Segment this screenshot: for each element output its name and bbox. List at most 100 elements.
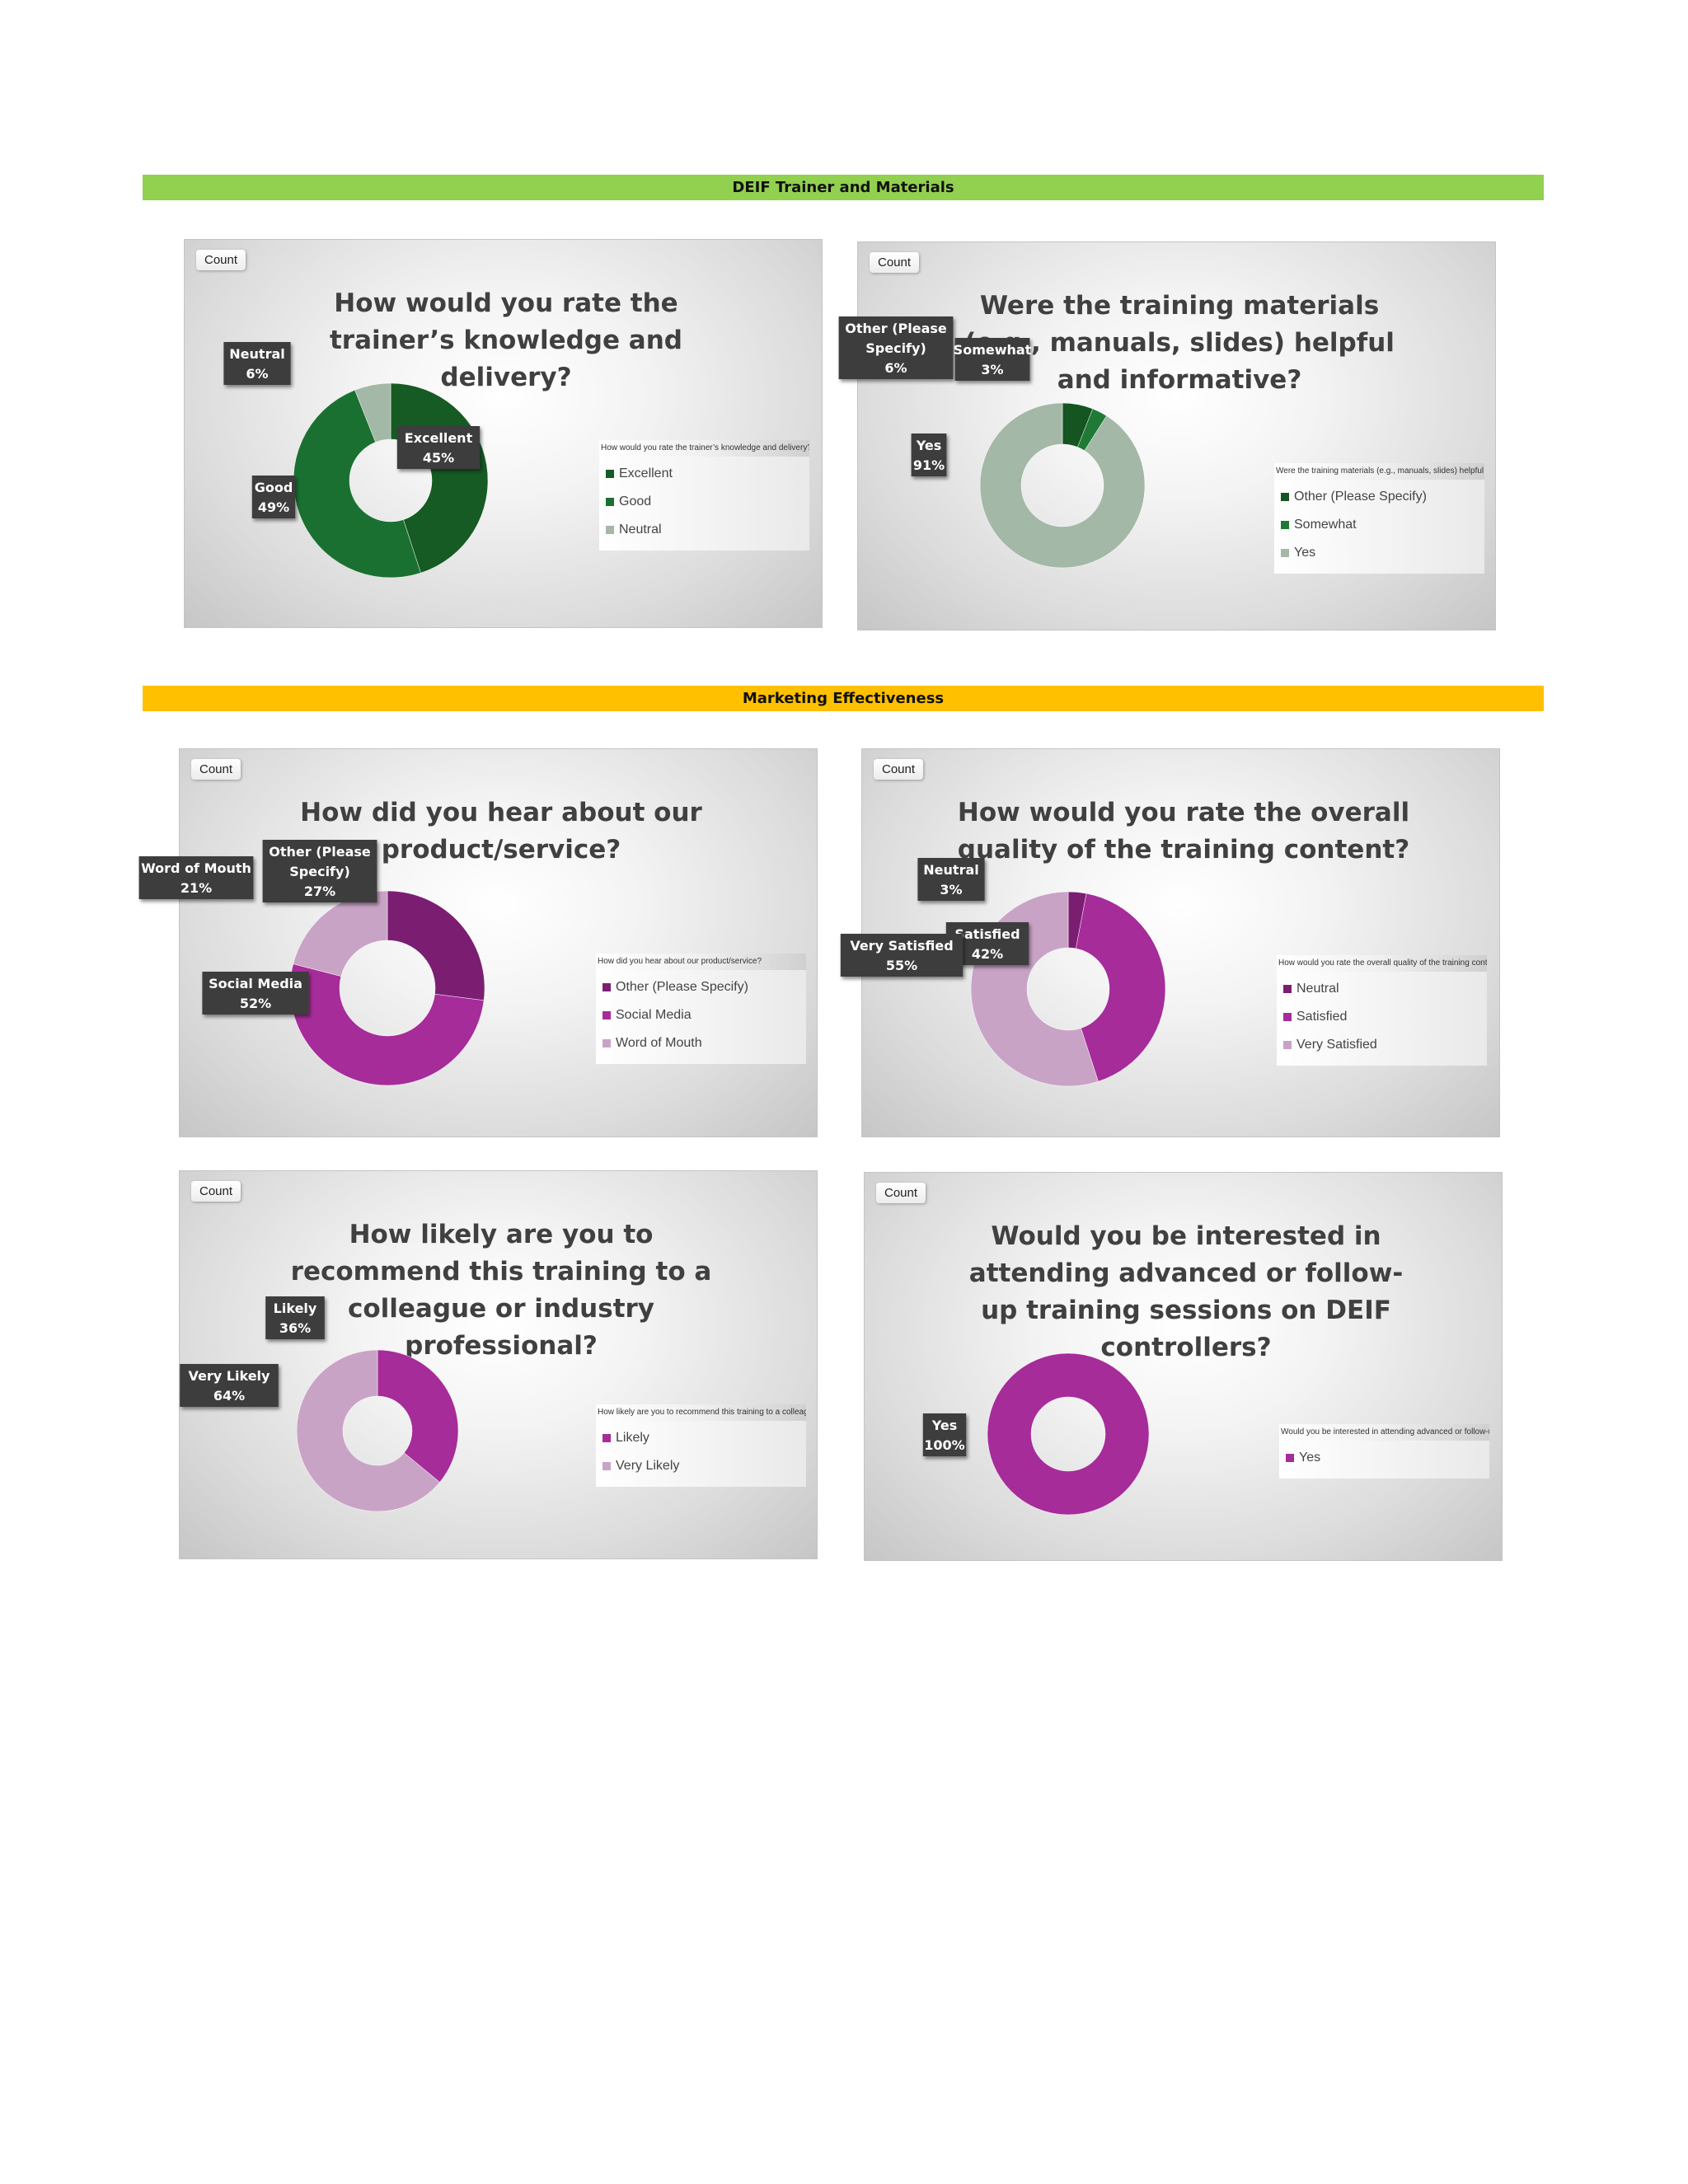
legend-label: Neutral <box>619 523 662 537</box>
legend-item[interactable]: Very Likely <box>596 1452 806 1480</box>
legend-item[interactable]: Social Media <box>596 1001 806 1029</box>
legend-swatch <box>606 498 614 506</box>
data-label-text: 42% <box>972 946 1003 962</box>
legend-swatch <box>1281 521 1289 529</box>
data-label-text: Social Media <box>209 976 302 991</box>
legend-items: Neutral Satisfied Very Satisfied <box>1277 972 1487 1066</box>
data-label: Likely 36% <box>265 1296 325 1339</box>
legend-label: Very Satisfied <box>1296 1038 1377 1052</box>
donut-chart: Likely 36% Very Likely 64% <box>180 1296 459 1512</box>
legend-title: How would you rate the trainer’s knowled… <box>599 440 809 457</box>
legend-items: Likely Very Likely <box>596 1421 806 1487</box>
count-button[interactable]: Count <box>870 252 920 273</box>
data-label: Neutral 6% <box>223 342 291 385</box>
count-button[interactable]: Count <box>874 759 924 780</box>
legend-label: Word of Mouth <box>616 1036 702 1050</box>
data-label-text: 21% <box>181 880 212 896</box>
section-title: Marketing Effectiveness <box>742 690 945 707</box>
data-label: Very Likely 64% <box>180 1364 279 1407</box>
data-label-box <box>265 1296 325 1339</box>
legend-swatch <box>1281 549 1289 557</box>
donut-chart: Neutral 3% Satisfied 42% Very Satisfied 55% <box>840 858 1166 1087</box>
legend-swatch <box>1286 1454 1294 1462</box>
legend-title: How likely are you to recommend this tra… <box>596 1404 806 1421</box>
legend-item[interactable]: Word of Mouth <box>596 1029 806 1057</box>
donut-slice-word-of-mouth[interactable] <box>293 890 388 977</box>
data-label-text: Yes <box>931 1418 958 1433</box>
data-label-box <box>911 434 947 476</box>
count-button[interactable]: Count <box>191 759 241 780</box>
data-label-text: 45% <box>423 450 454 466</box>
legend-swatch <box>603 1462 611 1470</box>
legend-label: Somewhat <box>1294 518 1357 532</box>
legend-item[interactable]: Excellent <box>599 460 809 488</box>
legend-item[interactable]: Yes <box>1279 1444 1489 1472</box>
legend-swatch <box>603 1011 611 1019</box>
legend-title: How did you hear about our product/servi… <box>596 954 806 970</box>
legend-label: Satisfied <box>1296 1010 1348 1024</box>
donut-slice-good[interactable] <box>293 389 421 579</box>
count-button[interactable]: Count <box>191 1181 241 1202</box>
legend-items: Excellent Good Neutral <box>599 457 809 551</box>
donut-slice-yes[interactable] <box>987 1352 1150 1516</box>
legend-swatch <box>1283 1013 1292 1021</box>
section-banner-trainer: DEIF Trainer and Materials <box>143 175 1544 200</box>
legend-item[interactable]: Other (Please Specify) <box>596 973 806 1001</box>
chart-legend: Were the training materials (e.g., manua… <box>1274 463 1484 574</box>
section-banner-marketing: Marketing Effectiveness <box>143 686 1544 711</box>
donut-slice-yes[interactable] <box>979 402 1146 569</box>
legend-item[interactable]: Satisfied <box>1277 1003 1487 1031</box>
data-label-box <box>223 342 291 385</box>
legend-items: Yes <box>1279 1441 1489 1479</box>
data-label-box <box>838 316 954 379</box>
data-label-text: 100% <box>924 1437 964 1453</box>
legend-label: Excellent <box>619 466 673 480</box>
data-label-text: 3% <box>981 362 1003 377</box>
donut-chart: Yes 100% <box>922 1352 1150 1516</box>
data-label-text: 49% <box>258 499 289 515</box>
legend-label: Other (Please Specify) <box>616 980 748 994</box>
legend-label: Good <box>619 494 652 509</box>
donut-slice-satisfied[interactable] <box>1076 893 1166 1082</box>
chart-title: How likely are you to recommend this tra… <box>290 1220 712 1361</box>
legend-item[interactable]: Somewhat <box>1274 511 1484 539</box>
legend-item[interactable]: Likely <box>596 1424 806 1452</box>
legend-label: Social Media <box>616 1008 692 1022</box>
data-label-text: 91% <box>913 457 945 473</box>
legend-items: Other (Please Specify) Somewhat Yes <box>1274 480 1484 574</box>
donut-slice-very-likely[interactable] <box>296 1349 440 1512</box>
data-label-text: Specify) <box>865 340 926 356</box>
legend-item[interactable]: Very Satisfied <box>1277 1031 1487 1059</box>
donut-chart: Other (Please Specify) 27% Social Media 52% W… <box>138 840 485 1086</box>
count-button[interactable]: Count <box>876 1183 926 1203</box>
donut-slice-likely[interactable] <box>377 1349 459 1483</box>
legend-item[interactable]: Yes <box>1274 539 1484 567</box>
count-button[interactable]: Count <box>196 250 246 270</box>
chart-panel-heard-about: Count How did you hear about our product… <box>138 748 818 1137</box>
donut-slice-neutral[interactable] <box>354 382 392 443</box>
data-label-text: Good <box>255 480 293 495</box>
data-label-box <box>922 1413 967 1456</box>
chart-title: How would you rate the trainer’s knowled… <box>329 288 682 392</box>
legend-item[interactable]: Neutral <box>599 516 809 544</box>
chart-legend: How would you rate the overall quality o… <box>1277 955 1487 1066</box>
data-label-text: Neutral <box>923 862 978 878</box>
donut-slice-other-please-specify-[interactable] <box>387 890 485 1001</box>
chart-panel-training-materials: Count Were the training materials (e.g.,… <box>838 241 1496 630</box>
data-label-box <box>396 426 481 469</box>
data-label-text: Word of Mouth <box>141 860 251 876</box>
data-label-text: 6% <box>884 360 907 376</box>
legend-item[interactable]: Neutral <box>1277 975 1487 1003</box>
data-label-text: 55% <box>886 958 917 973</box>
legend-item[interactable]: Good <box>599 488 809 516</box>
legend-label: Neutral <box>1296 982 1339 996</box>
section-title: DEIF Trainer and Materials <box>732 179 954 196</box>
legend-swatch <box>1283 1041 1292 1049</box>
legend-swatch <box>1283 985 1292 993</box>
legend-title: Would you be interested in attending adv… <box>1279 1424 1489 1441</box>
legend-title: How would you rate the overall quality o… <box>1277 955 1487 972</box>
legend-item[interactable]: Other (Please Specify) <box>1274 483 1484 511</box>
data-label: Very Satisfied 55% <box>840 934 964 977</box>
donut-chart: Other (Please Specify) 6% Somewhat 3% Yes 91% <box>838 316 1146 569</box>
legend-label: Likely <box>616 1431 649 1445</box>
